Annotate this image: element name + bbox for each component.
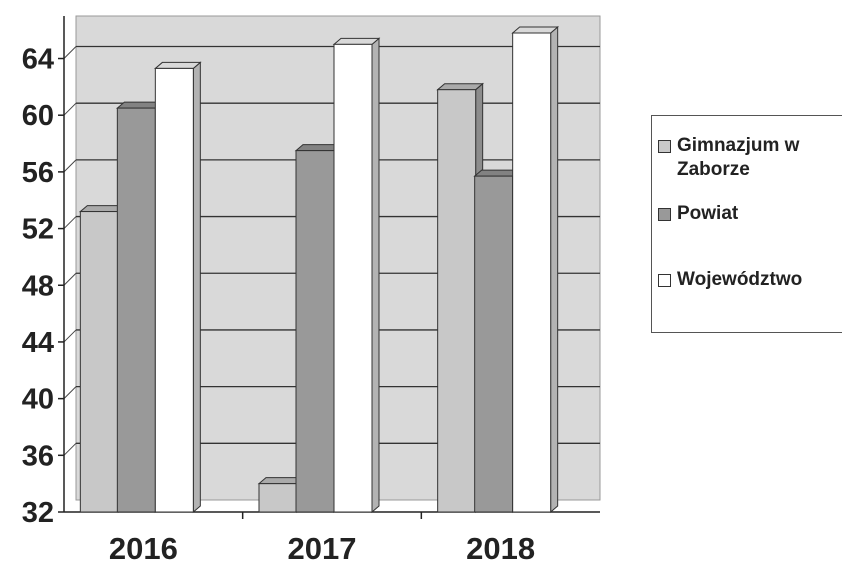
- legend-item-gimnazjum: Gimnazjum w Zaborze: [658, 134, 837, 182]
- y-tick-label: 32: [22, 497, 54, 529]
- bar: [295, 150, 335, 513]
- y-tick-label: 56: [22, 157, 54, 189]
- bar: [79, 211, 119, 513]
- y-tick-label: 40: [22, 384, 54, 416]
- x-tick-label: 2018: [466, 531, 535, 562]
- gridline-depth: [63, 272, 77, 286]
- legend: Gimnazjum w Zaborze Powiat Województwo: [651, 115, 842, 333]
- bar: [258, 483, 298, 513]
- legend-label-powiat: Powiat: [677, 203, 739, 224]
- y-tick-label: 60: [22, 100, 54, 132]
- gridline-depth: [63, 329, 77, 343]
- y-tick-label: 64: [22, 44, 54, 76]
- bar: [512, 32, 552, 513]
- bar: [437, 89, 477, 513]
- bar-top: [511, 26, 560, 34]
- legend-swatch-powiat: [658, 208, 671, 221]
- bar-top: [153, 61, 202, 69]
- bar: [333, 43, 373, 513]
- bar: [474, 175, 514, 513]
- bar-side: [371, 37, 380, 514]
- bar: [154, 67, 194, 513]
- legend-item-powiat: Powiat: [658, 202, 837, 226]
- y-tick-label: 36: [22, 440, 54, 472]
- bar-side: [550, 25, 559, 514]
- gridline-depth: [63, 159, 77, 173]
- bar: [116, 107, 156, 513]
- legend-item-wojewodztwo: Województwo: [658, 268, 837, 292]
- y-tick-label: 52: [22, 214, 54, 246]
- gridline-depth: [63, 386, 77, 399]
- gridline-depth: [63, 216, 77, 229]
- gridline-depth: [63, 102, 77, 116]
- bar-side: [192, 61, 201, 514]
- bar-top: [436, 83, 485, 91]
- x-tick-label: 2017: [288, 531, 357, 562]
- legend-swatch-wojewodztwo: [658, 274, 671, 287]
- bar-top: [332, 37, 381, 45]
- legend-swatch-gimnazjum: [658, 140, 671, 153]
- gridline-depth: [63, 46, 77, 59]
- y-tick-label: 44: [22, 327, 54, 359]
- y-tick-label: 48: [22, 270, 54, 302]
- legend-label-wojewodztwo: Województwo: [677, 269, 803, 290]
- gridline-depth: [63, 442, 77, 456]
- x-tick-label: 2016: [109, 531, 178, 562]
- legend-label-gimnazjum: Gimnazjum w Zaborze: [677, 135, 800, 180]
